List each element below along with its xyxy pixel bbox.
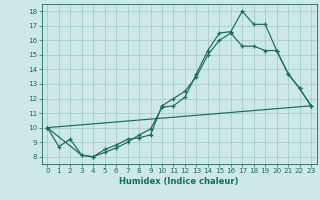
X-axis label: Humidex (Indice chaleur): Humidex (Indice chaleur) [119, 177, 239, 186]
